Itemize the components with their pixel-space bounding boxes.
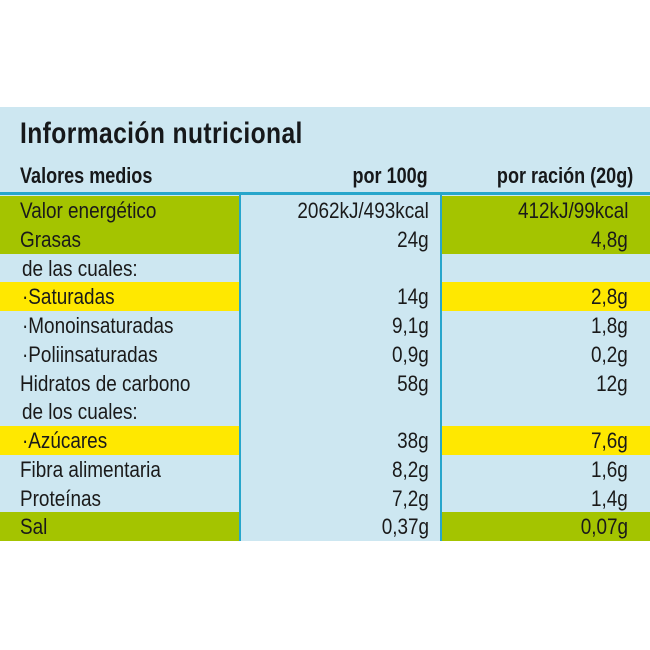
nutrition-facts-panel: Información nutricional Valores medios p… (0, 107, 650, 541)
value-per-100g: 38g (397, 428, 429, 453)
nutrient-label: ·Saturadas (22, 284, 115, 310)
value-per-100g: 9,1g (392, 313, 429, 338)
table-row-fat-subheader: de las cuales: (0, 254, 650, 283)
header-separator (0, 192, 650, 195)
table-row-sugars: ·Azúcares 38g 7,6g (0, 426, 650, 455)
value-per-100g: 0,37g (381, 514, 429, 540)
table-row-energy: Valor energético 2062kJ/493kcal 412kJ/99… (0, 196, 650, 225)
table-row-monounsaturated: ·Monoinsaturadas 9,1g 1,8g (0, 311, 650, 340)
value-per-100g: 58g (397, 370, 429, 396)
value-per-serving: 1,4g (591, 485, 628, 511)
table-row-saturated: ·Saturadas 14g 2,8g (0, 282, 650, 311)
value-per-100g: 8,2g (392, 456, 429, 482)
nutrition-table: Valor energético 2062kJ/493kcal 412kJ/99… (0, 196, 650, 541)
header-per-serving: por ración (20g) (496, 163, 633, 188)
per-100g-column-frame (239, 195, 442, 541)
nutrient-label: Proteínas (20, 485, 101, 511)
value-per-100g: 7,2g (392, 485, 429, 511)
value-per-serving: 2,8g (591, 284, 628, 310)
nutrient-label: ·Azúcares (22, 428, 108, 453)
nutrient-label: ·Poliinsaturadas (22, 341, 158, 367)
value-per-100g: 14g (397, 284, 429, 310)
header-per-100g: por 100g (352, 163, 428, 188)
table-row-salt: Sal 0,37g 0,07g (0, 512, 650, 541)
nutrient-label: ·Monoinsaturadas (22, 313, 174, 338)
header-average-values: Valores medios (20, 163, 153, 188)
nutrition-title: Información nutricional (20, 117, 303, 150)
value-per-serving: 4,8g (591, 226, 628, 252)
nutrient-label: Hidratos de carbono (20, 370, 191, 396)
value-per-serving: 7,6g (591, 428, 628, 453)
nutrient-label: de las cuales: (22, 255, 138, 281)
nutrient-label: Sal (20, 514, 48, 540)
table-row-carbs-subheader: de los cuales: (0, 397, 650, 426)
table-row-protein: Proteínas 7,2g 1,4g (0, 484, 650, 513)
value-per-100g: 24g (397, 226, 429, 252)
nutrient-label: Grasas (20, 226, 81, 252)
nutrient-label: Valor energético (20, 198, 157, 223)
value-per-serving: 1,8g (591, 313, 628, 338)
value-per-serving: 1,6g (591, 456, 628, 482)
value-per-serving: 412kJ/99kcal (517, 198, 628, 223)
value-per-serving: 12g (596, 370, 628, 396)
table-row-carbohydrates: Hidratos de carbono 58g 12g (0, 369, 650, 398)
value-per-100g: 2062kJ/493kcal (297, 198, 429, 223)
value-per-serving: 0,2g (591, 341, 628, 367)
nutrient-label: Fibra alimentaria (20, 456, 161, 482)
value-per-serving: 0,07g (580, 514, 628, 540)
value-per-100g: 0,9g (392, 341, 429, 367)
table-row-polyunsaturated: ·Poliinsaturadas 0,9g 0,2g (0, 340, 650, 369)
table-row-fiber: Fibra alimentaria 8,2g 1,6g (0, 455, 650, 484)
table-row-fat: Grasas 24g 4,8g (0, 224, 650, 254)
nutrient-label: de los cuales: (22, 399, 138, 425)
